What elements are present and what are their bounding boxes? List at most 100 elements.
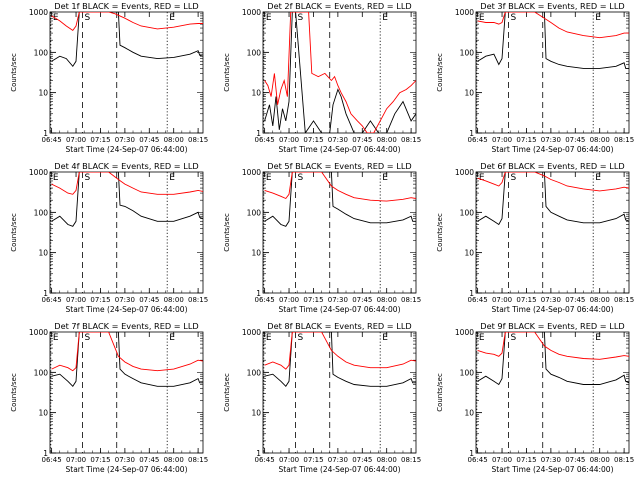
x-tick-label: 08:15 xyxy=(188,296,208,304)
lld-series-line xyxy=(51,172,203,195)
x-tick-label: 07:30 xyxy=(541,136,561,144)
x-tick-label: 07:30 xyxy=(328,296,348,304)
x-tick-label: 07:45 xyxy=(352,296,372,304)
y-tick-label: 1000 xyxy=(29,8,48,17)
x-tick-label: 07:15 xyxy=(303,456,323,464)
y-axis-label: Counts/sec xyxy=(436,373,444,412)
event-marker-label: E xyxy=(479,333,485,343)
y-tick-label: 10 xyxy=(38,249,48,258)
y-tick-label: 1 xyxy=(43,289,48,298)
lld-series-line xyxy=(264,172,416,202)
event-marker-label: E xyxy=(382,333,388,343)
x-tick-label: 07:30 xyxy=(328,456,348,464)
x-tick-label: 06:45 xyxy=(42,456,62,464)
x-axis-label: Start Time (24-Sep-07 06:44:00) xyxy=(492,305,614,314)
event-marker-label: E xyxy=(595,173,601,183)
event-marker-label: E xyxy=(479,13,485,23)
chart-panel-4: Det 4f BLACK = Events, RED = LLD 1 10 100 10… xyxy=(10,161,208,314)
x-tick-label: 06:45 xyxy=(468,136,488,144)
x-tick-label: 08:00 xyxy=(164,456,184,464)
x-tick-label: 07:30 xyxy=(115,296,135,304)
plot-frame xyxy=(475,331,630,454)
event-marker-label: E xyxy=(479,173,485,183)
plot-frame xyxy=(475,171,630,294)
plot-frame xyxy=(49,171,204,294)
x-tick-label: 06:45 xyxy=(42,296,62,304)
series-group xyxy=(477,332,629,386)
x-tick-label: 07:45 xyxy=(139,136,159,144)
y-axis-label: Counts/sec xyxy=(436,213,444,252)
event-marker-label: S xyxy=(85,333,91,343)
x-tick-label: 06:45 xyxy=(42,136,62,144)
y-axis-label: Counts/sec xyxy=(223,53,231,92)
x-tick-label: 07:00 xyxy=(492,136,512,144)
event-marker-label: S xyxy=(298,173,304,183)
x-tick-label: 08:00 xyxy=(590,136,610,144)
event-marker-label: E xyxy=(53,333,59,343)
event-marker-label: S xyxy=(85,173,91,183)
series-group xyxy=(51,332,203,388)
event-marker-label: E xyxy=(266,13,272,23)
plot-frame xyxy=(262,11,417,134)
x-tick-label: 07:30 xyxy=(115,456,135,464)
x-tick-label: 06:45 xyxy=(255,456,275,464)
y-tick-label: 100 xyxy=(460,208,475,217)
x-tick-label: 07:45 xyxy=(565,456,585,464)
x-tick-label: 07:15 xyxy=(90,296,110,304)
y-tick-label: 1 xyxy=(256,129,261,138)
y-tick-label: 100 xyxy=(34,368,49,377)
chart-panel-2: Det 2f BLACK = Events, RED = LLD 1 10 100 10… xyxy=(223,1,421,154)
y-tick-label: 1000 xyxy=(242,8,261,17)
chart-panel-6: Det 6f BLACK = Events, RED = LLD 1 10 100 10… xyxy=(436,161,634,314)
y-axis-label: Counts/sec xyxy=(10,53,18,92)
event-marker-label: E xyxy=(266,333,272,343)
y-tick-label: 1 xyxy=(256,449,261,458)
series-group xyxy=(51,12,203,68)
events-series-line xyxy=(264,12,416,133)
y-tick-label: 10 xyxy=(464,409,474,418)
x-tick-label: 08:15 xyxy=(614,456,634,464)
y-axis-label: Counts/sec xyxy=(10,213,18,252)
event-marker-label: E xyxy=(382,13,388,23)
x-tick-label: 07:15 xyxy=(516,136,536,144)
event-marker-label: S xyxy=(85,13,91,23)
series-group xyxy=(51,172,203,227)
x-tick-label: 07:45 xyxy=(352,456,372,464)
x-tick-label: 07:00 xyxy=(492,296,512,304)
x-tick-label: 07:15 xyxy=(303,136,323,144)
y-tick-label: 100 xyxy=(247,208,262,217)
y-tick-label: 1000 xyxy=(29,168,48,177)
x-tick-label: 07:45 xyxy=(352,136,372,144)
event-marker-label: E xyxy=(595,333,601,343)
y-tick-label: 100 xyxy=(460,48,475,57)
y-tick-label: 1 xyxy=(469,289,474,298)
event-marker-label: S xyxy=(298,13,304,23)
chart-panel-1: Det 1f BLACK = Events, RED = LLD 1 10 100 10… xyxy=(10,1,208,154)
plot-frame xyxy=(262,171,417,294)
x-tick-label: 07:00 xyxy=(279,136,299,144)
x-axis-label: Start Time (24-Sep-07 06:44:00) xyxy=(66,305,188,314)
chart-title: Det 9f BLACK = Events, RED = LLD xyxy=(480,321,624,331)
plot-frame xyxy=(49,331,204,454)
y-tick-label: 10 xyxy=(251,249,261,258)
x-tick-label: 07:00 xyxy=(279,296,299,304)
y-tick-label: 100 xyxy=(460,368,475,377)
event-marker-label: E xyxy=(382,173,388,183)
y-tick-label: 100 xyxy=(247,48,262,57)
x-tick-label: 07:45 xyxy=(139,296,159,304)
x-tick-label: 06:45 xyxy=(255,136,275,144)
y-tick-label: 1 xyxy=(256,289,261,298)
events-series-line xyxy=(477,332,629,386)
chart-panel-5: Det 5f BLACK = Events, RED = LLD 1 10 100 10… xyxy=(223,161,421,314)
chart-panel-9: Det 9f BLACK = Events, RED = LLD 1 10 100 10… xyxy=(436,321,634,474)
event-marker-label: S xyxy=(298,333,304,343)
y-tick-label: 1000 xyxy=(455,328,474,337)
x-tick-label: 07:15 xyxy=(90,456,110,464)
event-marker-label: E xyxy=(595,13,601,23)
event-marker-label: E xyxy=(169,173,175,183)
y-tick-label: 1 xyxy=(43,129,48,138)
y-tick-label: 10 xyxy=(464,89,474,98)
x-axis-label: Start Time (24-Sep-07 06:44:00) xyxy=(492,145,614,154)
event-marker-label: E xyxy=(53,173,59,183)
